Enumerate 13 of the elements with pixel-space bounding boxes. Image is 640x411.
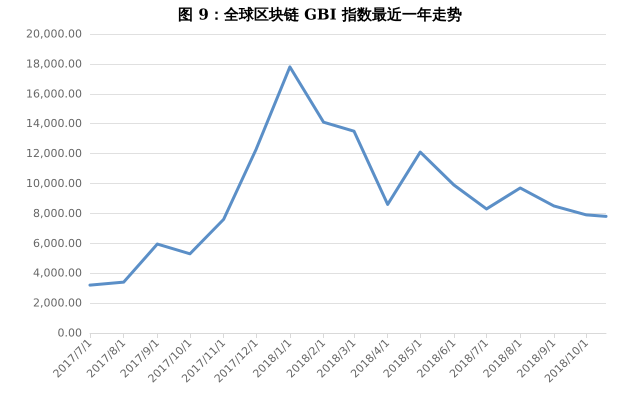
line-series bbox=[88, 65, 608, 287]
y-tick-label: 6,000.00 bbox=[33, 236, 82, 250]
y-tick-label: 10,000.00 bbox=[26, 177, 82, 190]
chart-title: 图 9：全球区块链 GBI 指数最近一年走势 bbox=[178, 6, 462, 24]
y-tick-label: 18,000.00 bbox=[26, 57, 82, 70]
y-tick-label: 20,000.00 bbox=[26, 28, 82, 40]
y-tick-label: 8,000.00 bbox=[33, 206, 82, 220]
y-tick-label: 16,000.00 bbox=[26, 87, 82, 100]
y-tick-label: 12,000.00 bbox=[26, 147, 82, 160]
y-tick-label: 4,000.00 bbox=[33, 266, 82, 280]
y-tick-label: 14,000.00 bbox=[26, 117, 82, 130]
y-tick-label: 0.00 bbox=[58, 326, 82, 340]
y-tick-label: 2,000.00 bbox=[33, 296, 82, 310]
